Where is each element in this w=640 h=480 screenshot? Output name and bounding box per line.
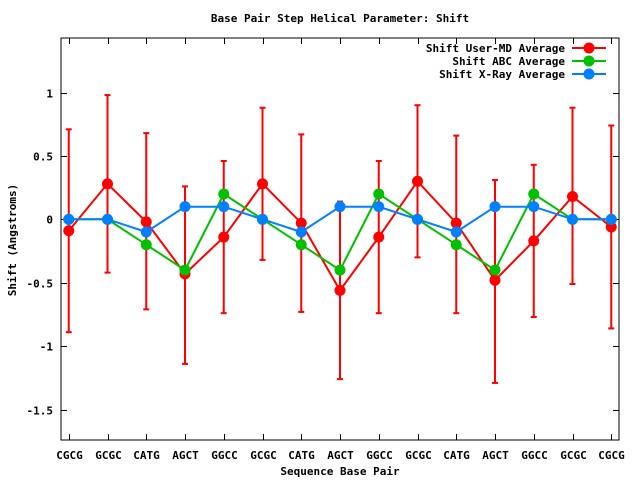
x-tick-label: CATG	[443, 449, 470, 462]
x-tick-label: AGCT	[327, 449, 354, 462]
x-tick-label: CATG	[288, 449, 315, 462]
x-tick-label: CGCG	[598, 449, 625, 462]
x-tick-label: CGCG	[56, 449, 83, 462]
legend-marker	[583, 55, 595, 67]
data-point-series-2	[489, 201, 501, 213]
x-tick-label: GCGC	[95, 449, 122, 462]
legend-label: Shift X-Ray Average	[439, 68, 565, 81]
data-point-series-2	[179, 201, 191, 213]
data-point-series-0	[218, 231, 230, 243]
x-tick-label: GCGC	[250, 449, 277, 462]
x-tick-label: GGCC	[211, 449, 238, 462]
data-point-series-0	[450, 217, 462, 229]
data-point-series-0	[140, 216, 152, 228]
data-point-series-2	[373, 201, 385, 213]
y-tick-label: 0.5	[33, 151, 53, 164]
data-point-series-0	[412, 175, 423, 187]
x-axis-label: Sequence Base Pair	[280, 465, 400, 478]
data-point-series-2	[102, 213, 113, 225]
y-tick-label: -1	[40, 341, 54, 354]
data-point-series-2	[295, 226, 307, 238]
y-axis-label: Shift (Angstroms)	[6, 184, 19, 297]
data-point-series-2	[450, 226, 462, 238]
plot-area	[63, 94, 617, 384]
data-point-series-1	[528, 188, 540, 200]
data-point-series-1	[179, 264, 191, 276]
data-point-series-0	[567, 191, 578, 203]
data-point-series-0	[489, 274, 501, 286]
data-point-series-1	[373, 188, 385, 200]
x-tick-label: GGCC	[366, 449, 393, 462]
x-tick-label: GGCC	[521, 449, 548, 462]
data-point-series-0	[257, 178, 268, 190]
data-point-series-2	[218, 201, 230, 213]
data-point-series-2	[140, 226, 152, 238]
chart-title: Base Pair Step Helical Parameter: Shift	[211, 12, 469, 25]
x-tick-label: AGCT	[172, 449, 199, 462]
legend-label: Shift ABC Average	[452, 55, 565, 68]
data-point-series-2	[528, 201, 540, 213]
data-point-series-1	[295, 239, 307, 251]
data-point-series-0	[373, 231, 385, 243]
legend-marker	[583, 68, 595, 80]
data-point-series-1	[334, 264, 346, 276]
data-point-series-0	[102, 178, 113, 190]
data-point-series-2	[63, 213, 75, 225]
y-tick-label: 0	[46, 214, 53, 227]
data-point-series-1	[489, 264, 501, 276]
legend-label: Shift User-MD Average	[426, 42, 565, 55]
data-point-series-0	[63, 225, 75, 237]
data-point-series-1	[450, 239, 462, 251]
data-point-series-2	[257, 213, 268, 225]
axes: -1.5 -1 -0.5 0 0.5 1 CGCG GCGC CATG AGCT GGCC GCGC C…	[27, 37, 625, 462]
data-point-series-0	[528, 235, 540, 247]
data-point-series-1	[218, 188, 230, 200]
data-point-series-0	[295, 217, 307, 229]
y-tick-label: 1	[46, 88, 53, 101]
data-point-series-0	[605, 221, 617, 233]
data-point-series-0	[334, 284, 346, 296]
x-tick-label: GCGC	[405, 449, 432, 462]
x-tick-label: AGCT	[482, 449, 509, 462]
legend-marker	[583, 42, 595, 54]
x-tick-label: CATG	[133, 449, 160, 462]
data-point-series-2	[412, 213, 423, 225]
y-tick-label: -1.5	[27, 405, 54, 418]
data-point-series-2	[567, 213, 578, 225]
x-tick-label: GCGC	[560, 449, 587, 462]
data-point-series-1	[140, 239, 152, 251]
y-tick-label: -0.5	[27, 278, 54, 291]
data-point-series-2	[334, 201, 346, 213]
data-point-series-2	[605, 213, 617, 225]
